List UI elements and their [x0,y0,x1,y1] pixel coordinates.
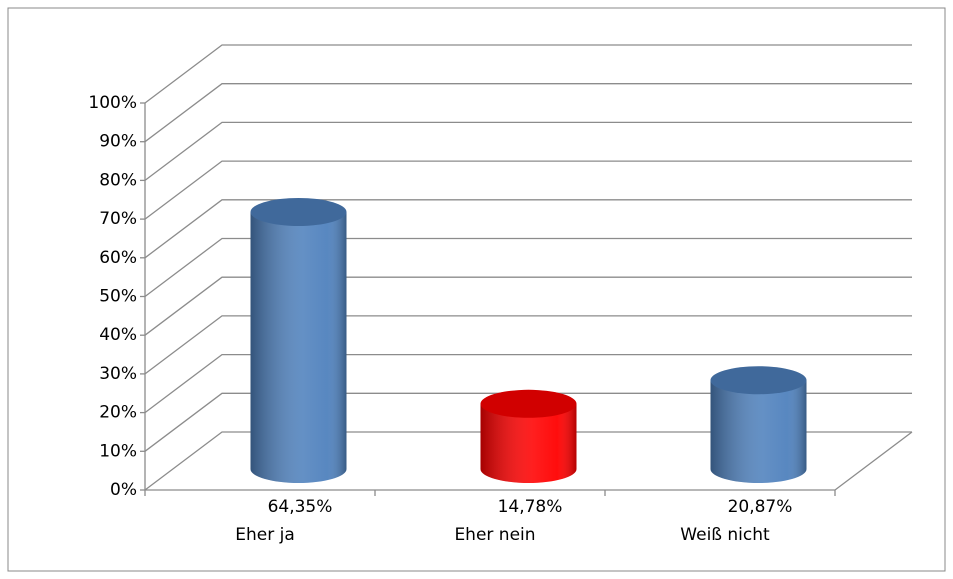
cylinder [480,389,577,483]
grid-line [144,121,912,181]
cylinder-top [710,366,807,395]
cylinder-top-shade [480,389,577,418]
cylinder [710,366,807,483]
y-tick-label: 100% [88,93,137,113]
cylinder [250,197,347,483]
value-label: 14,78% [498,497,563,517]
grid-line [144,83,912,143]
cylinder-shade [710,380,807,483]
y-tick-label: 30% [99,364,137,384]
chart-frame [7,7,946,572]
y-tick-label: 70% [99,209,137,229]
y-tick-label: 10% [99,441,137,461]
cylinder-top [480,389,577,418]
y-tick-label: 50% [99,287,137,307]
y-tick-label: 20% [99,403,137,423]
x-tick-label: Eher nein [454,525,535,545]
grid-line [144,160,912,220]
grid-line [144,237,912,298]
value-label: 20,87% [728,497,793,517]
grid-line [144,276,912,336]
cylinder-shade [480,403,577,483]
grid-line [144,315,912,375]
cylinder-top-shade [710,366,807,395]
cylinder-top [250,197,347,226]
grid-line [144,353,912,414]
grid-line [144,392,912,452]
y-tick-label: 0% [110,480,137,500]
x-tick-label: Weiß nicht [680,525,770,545]
grid-line [144,44,912,104]
cylinder-top-shade [250,197,347,226]
grid-line [144,431,912,491]
grid-line [144,199,912,259]
x-tick-label: Eher ja [235,525,295,545]
cylinder-shade [250,211,347,483]
value-label: 64,35% [268,497,333,517]
y-tick-label: 60% [99,248,137,268]
y-tick-label: 80% [99,170,137,190]
y-tick-label: 40% [99,325,137,345]
y-tick-label: 90% [99,132,137,152]
